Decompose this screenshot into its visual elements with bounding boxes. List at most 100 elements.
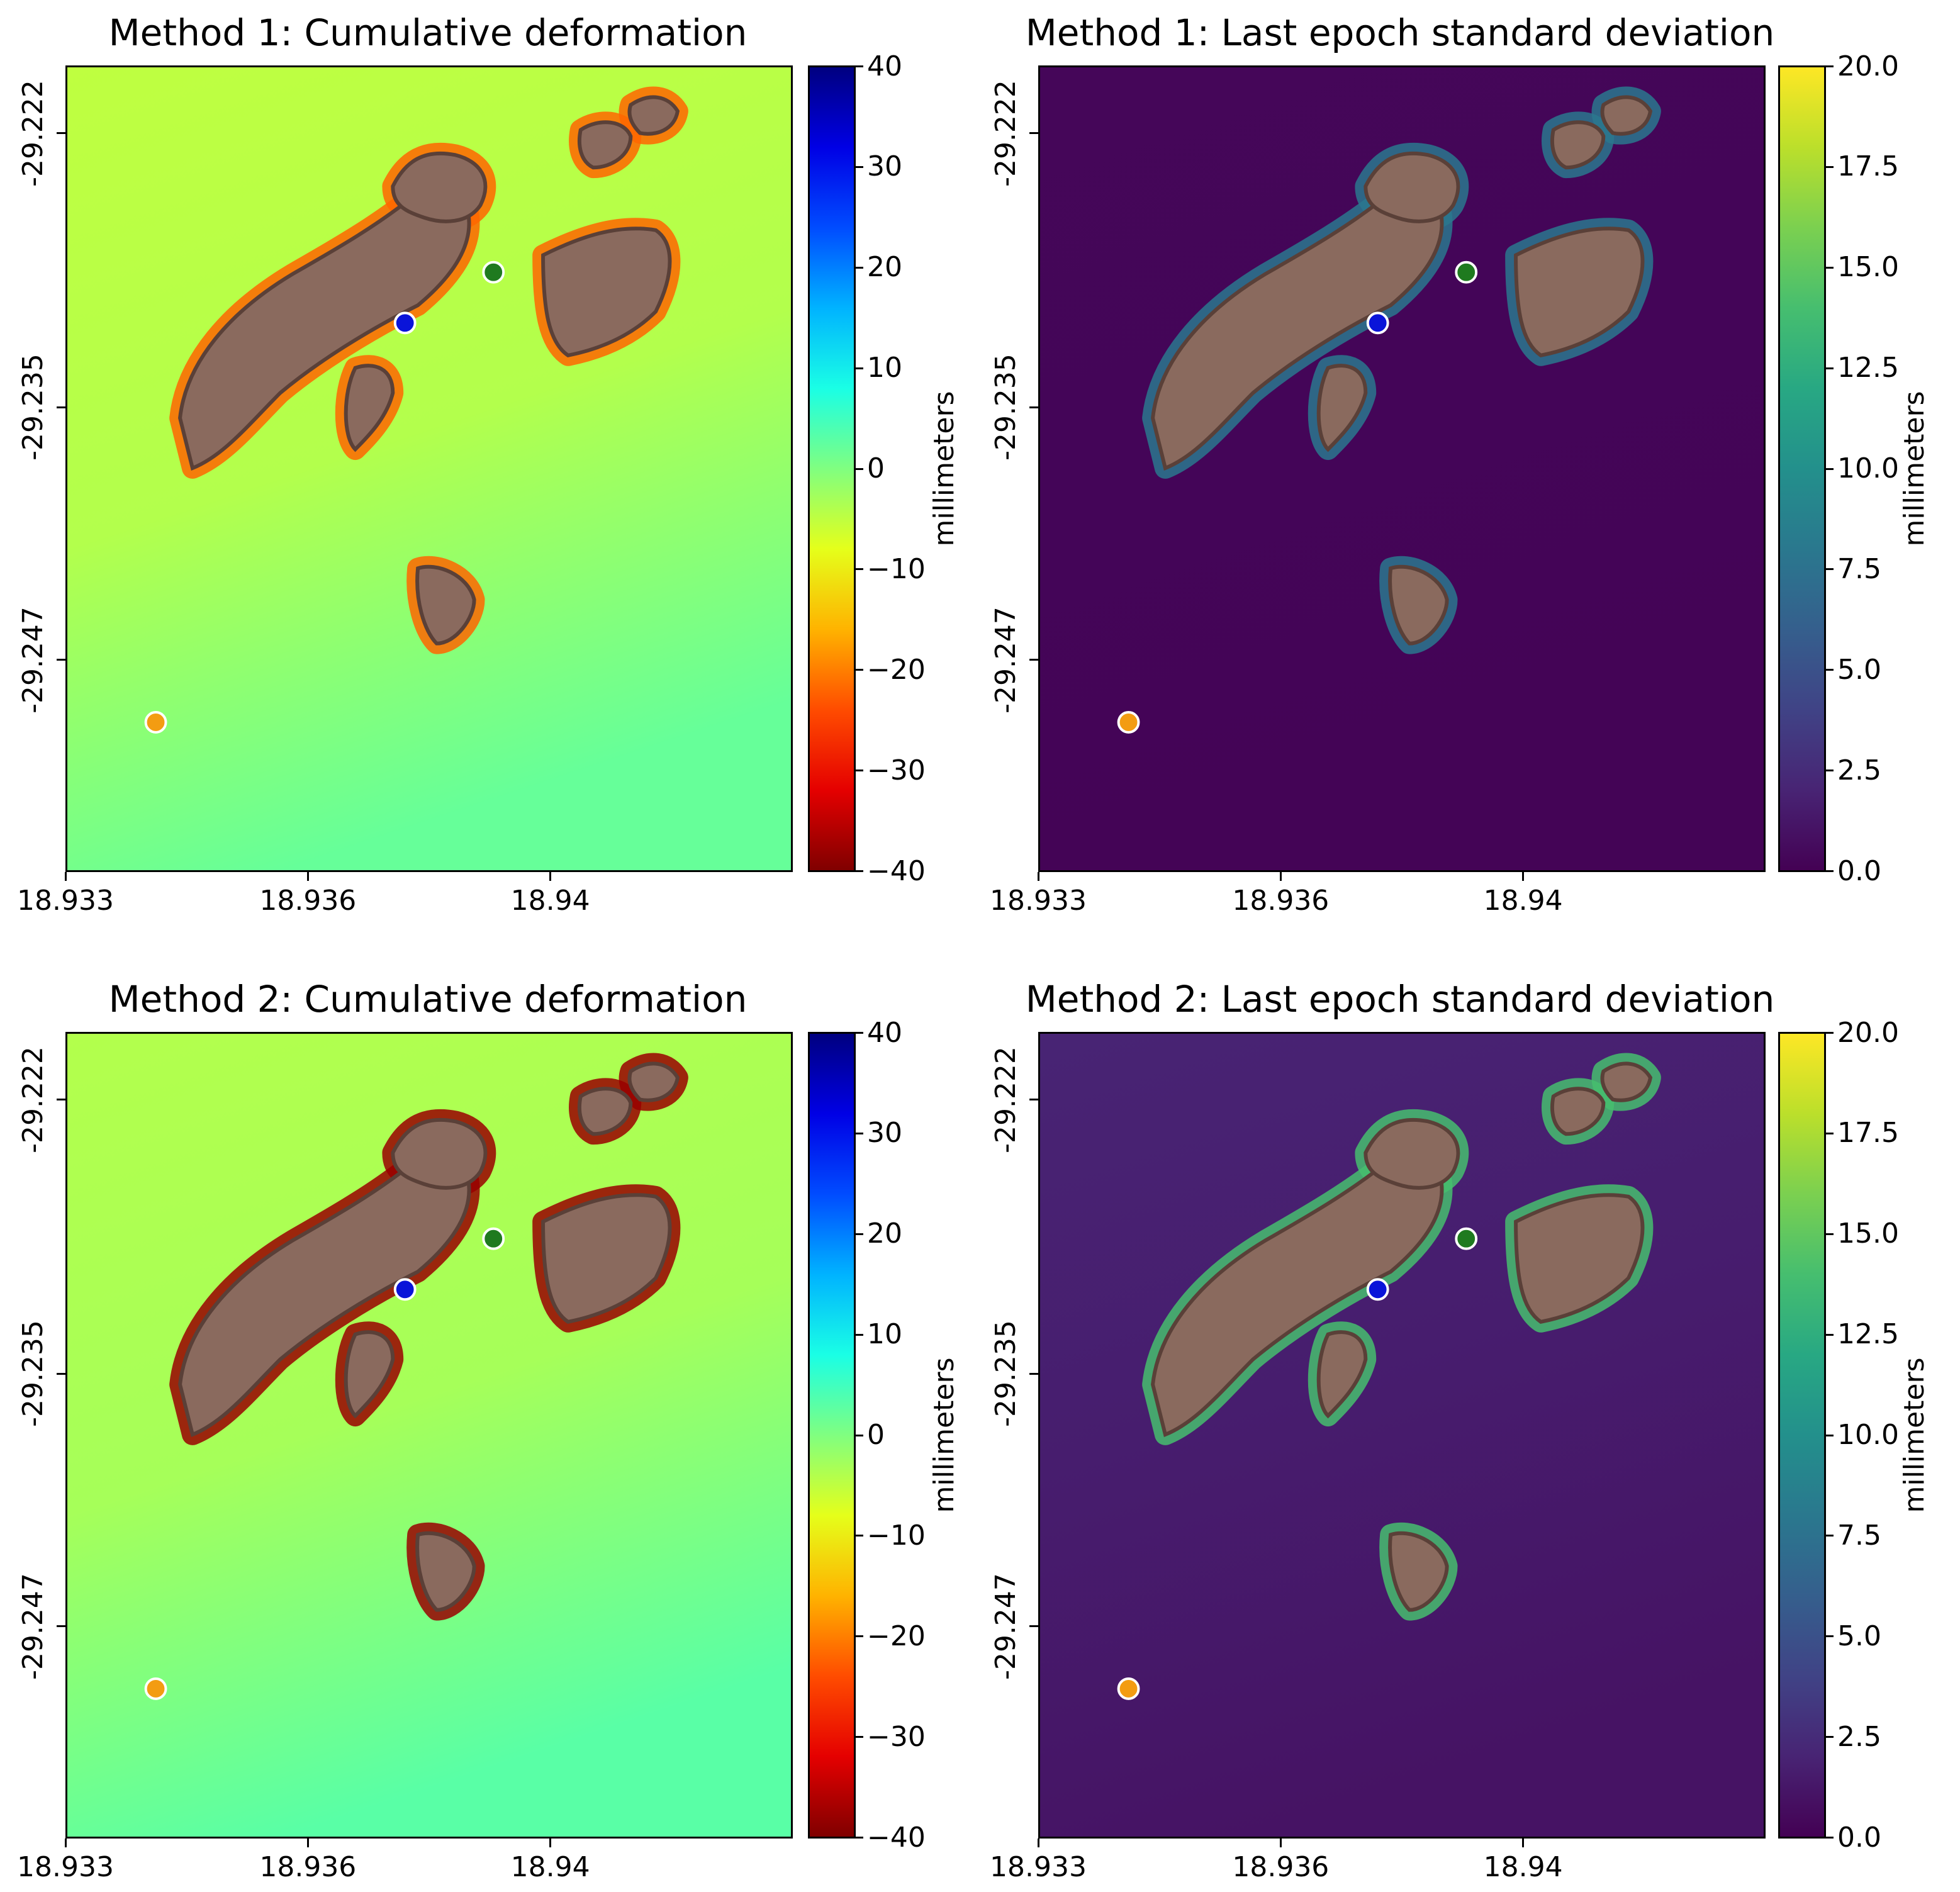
colorbar-tick-label: 10.0	[1837, 1419, 1899, 1451]
mine-pit-overlay	[577, 1087, 633, 1136]
colorbar-tick-mark	[1826, 770, 1834, 772]
colorbar-tick-mark	[1826, 870, 1834, 872]
x-tick-label: 18.933	[17, 1851, 114, 1883]
colorbar-tick-label: 17.5	[1837, 1117, 1899, 1150]
colorbar-tick-mark	[856, 1535, 863, 1537]
colorbar-tick-mark	[856, 1837, 863, 1839]
colorbar-tick-mark	[1826, 367, 1834, 369]
colorbar-tick-mark	[1826, 568, 1834, 571]
colorbar-label: millimeters	[1898, 391, 1930, 547]
x-tick-mark	[1522, 1839, 1525, 1847]
chart-title: Method 1: Last epoch standard deviation	[1025, 11, 1775, 54]
colorbar-tick-mark	[856, 770, 863, 772]
colorbar-tick-mark	[856, 568, 863, 571]
y-tick-mark	[1029, 1099, 1038, 1101]
colorbar-tick-label: 0	[867, 452, 885, 484]
colorbar-tick-mark	[1826, 1333, 1834, 1336]
x-tick-mark	[549, 1839, 552, 1847]
colorbar-tick-label: 17.5	[1837, 150, 1899, 183]
sample-point-marker	[144, 1677, 167, 1700]
colorbar-tick-label: 5.0	[1837, 653, 1881, 686]
colorbar-tick-mark	[1826, 1032, 1834, 1034]
x-tick-label: 18.933	[17, 885, 114, 917]
colorbar-tick-label: 10	[867, 1318, 902, 1351]
colorbar-tick-label: −20	[867, 1620, 926, 1652]
colorbar	[1778, 65, 1826, 872]
colorbar-tick-mark	[856, 1032, 863, 1034]
y-tick-label: -29.222	[17, 1046, 49, 1153]
colorbar-tick-mark	[856, 1434, 863, 1436]
x-tick-label: 18.936	[1232, 1851, 1330, 1883]
map-heatmap	[1038, 65, 1766, 872]
mine-pit-overlay	[541, 227, 672, 358]
colorbar-tick-label: 0.0	[1837, 854, 1881, 887]
mine-pit-overlay	[577, 120, 633, 170]
x-tick-mark	[64, 1839, 67, 1847]
colorbar-tick-label: −30	[867, 754, 926, 786]
map-heatmap	[65, 1032, 793, 1839]
mine-pit-overlay	[344, 364, 395, 452]
colorbar-tick-label: 40	[867, 1016, 902, 1049]
sample-point-marker	[1455, 1227, 1478, 1250]
x-tick-mark	[1522, 872, 1525, 881]
colorbar-tick-label: 12.5	[1837, 352, 1899, 384]
y-tick-label: -29.235	[17, 354, 49, 461]
sample-point-marker	[482, 260, 505, 284]
mine-pit-overlay	[1550, 120, 1606, 170]
colorbar-tick-mark	[856, 1132, 863, 1134]
mine-pit-overlay	[415, 564, 476, 646]
colorbar-tick-mark	[856, 266, 863, 269]
mine-pit-overlay	[1550, 1087, 1606, 1136]
mine-pit-overlay	[1316, 364, 1368, 452]
x-tick-mark	[1279, 872, 1282, 881]
mine-pit-overlay	[415, 1531, 476, 1612]
colorbar-tick-mark	[856, 1635, 863, 1638]
x-tick-label: 18.94	[1483, 885, 1563, 917]
colorbar-tick-label: 7.5	[1837, 1519, 1881, 1552]
sample-point-marker	[1366, 1278, 1389, 1301]
map-heatmap	[1038, 1032, 1766, 1839]
y-tick-mark	[1029, 1372, 1038, 1375]
x-tick-label: 18.933	[990, 1851, 1087, 1883]
colorbar	[808, 65, 856, 872]
colorbar-tick-label: −40	[867, 854, 926, 887]
colorbar-label: millimeters	[928, 1357, 960, 1513]
mine-pit-overlay	[1600, 1061, 1653, 1102]
y-tick-mark	[57, 1099, 65, 1101]
y-tick-label: -29.222	[17, 80, 49, 187]
sample-point-marker	[144, 711, 167, 734]
x-tick-mark	[64, 872, 67, 881]
colorbar-tick-mark	[856, 669, 863, 671]
mine-pit-overlay	[391, 1117, 488, 1190]
x-tick-mark	[1279, 1839, 1282, 1847]
colorbar-label: millimeters	[928, 391, 960, 547]
sample-point-marker	[1117, 711, 1140, 734]
colorbar	[808, 1032, 856, 1839]
sample-point-marker	[393, 311, 417, 335]
x-tick-label: 18.933	[990, 885, 1087, 917]
colorbar-tick-mark	[1826, 669, 1834, 671]
colorbar-tick-label: 20.0	[1837, 50, 1899, 82]
x-tick-label: 18.94	[510, 1851, 590, 1883]
y-tick-mark	[57, 132, 65, 135]
y-tick-mark	[57, 1625, 65, 1628]
y-tick-label: -29.222	[990, 1046, 1022, 1153]
colorbar-tick-mark	[1826, 65, 1834, 67]
mine-pit-overlay	[1364, 1117, 1460, 1190]
colorbar-tick-label: 40	[867, 50, 902, 82]
colorbar-tick-label: 10	[867, 352, 902, 384]
colorbar-tick-label: 10.0	[1837, 452, 1899, 484]
sample-point-marker	[1117, 1677, 1140, 1700]
mine-pit-overlay	[1514, 227, 1645, 358]
colorbar-tick-label: −20	[867, 653, 926, 686]
colorbar-tick-label: −40	[867, 1821, 926, 1854]
sample-point-marker	[1366, 311, 1389, 335]
colorbar-tick-mark	[856, 165, 863, 168]
mine-pit-overlay	[344, 1330, 395, 1419]
y-tick-mark	[57, 659, 65, 661]
colorbar-tick-mark	[856, 1333, 863, 1336]
sample-point-marker	[393, 1278, 417, 1301]
colorbar-tick-mark	[856, 367, 863, 369]
sample-point-marker	[482, 1227, 505, 1250]
colorbar-tick-mark	[856, 65, 863, 67]
